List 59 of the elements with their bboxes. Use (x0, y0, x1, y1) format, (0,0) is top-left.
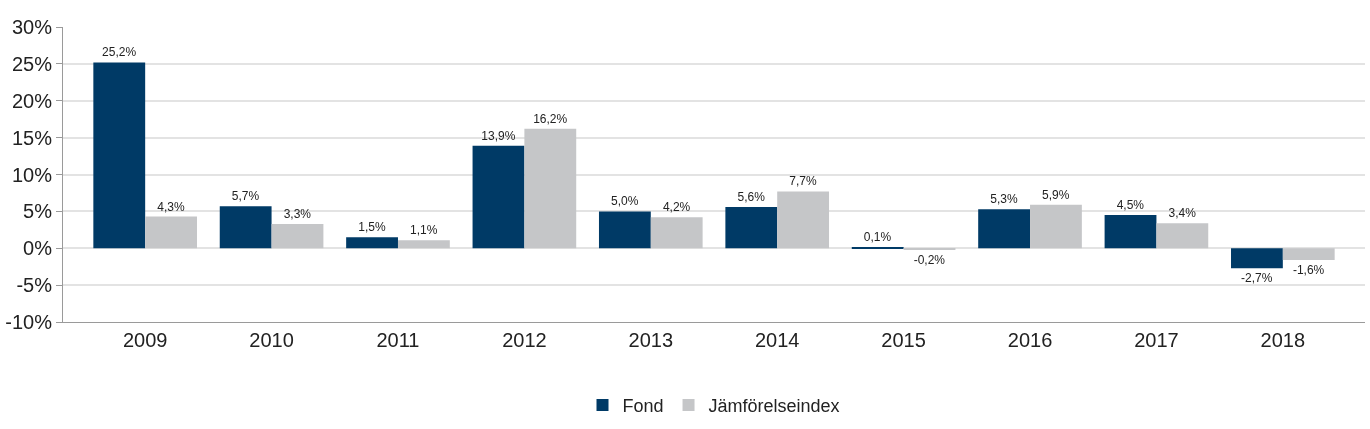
bar (725, 206, 778, 249)
bar (978, 209, 1031, 249)
bar (145, 216, 197, 249)
bar (271, 223, 324, 249)
bar (219, 206, 272, 249)
data-label: 4,3% (157, 199, 185, 214)
data-label: 0,1% (863, 230, 892, 244)
y-tick-label: 15% (11, 126, 53, 149)
y-tick-label: -5% (16, 274, 53, 297)
bar (397, 240, 450, 249)
y-tick-label: 20% (11, 89, 53, 112)
data-label: 13,9% (481, 128, 516, 143)
data-label: 5,7% (231, 189, 260, 204)
y-tick-label: 30% (11, 16, 53, 38)
data-label: 1,1% (410, 223, 438, 238)
y-tick-label: -10% (5, 311, 53, 333)
bar (1282, 248, 1335, 261)
y-tick-label: 10% (11, 163, 53, 186)
data-label: -0,2% (913, 253, 946, 267)
legend-label: Fond (622, 396, 664, 417)
data-label: 3,4% (1168, 206, 1197, 221)
data-label: 5,3% (990, 192, 1018, 207)
data-label: -1,6% (1292, 263, 1325, 278)
x-tick-label: 2009 (122, 329, 168, 351)
x-tick-label: 2011 (376, 329, 420, 351)
bar (472, 145, 525, 249)
bar (346, 237, 398, 249)
x-tick-label: 2013 (628, 329, 674, 351)
bar (1030, 204, 1082, 249)
y-tick-label: 5% (23, 200, 53, 223)
data-label: 5,0% (611, 194, 639, 209)
x-tick-label: 2016 (1007, 329, 1053, 351)
bar (93, 62, 146, 249)
data-label: 16,2% (533, 111, 568, 126)
bar (650, 217, 703, 249)
data-label: 4,2% (662, 200, 691, 215)
data-label: 3,3% (283, 206, 312, 221)
y-tick-label: 25% (11, 52, 53, 75)
x-tick-label: 2010 (249, 329, 294, 351)
legend-label: Jämförelseindex (708, 396, 840, 417)
y-tick-label: 0% (23, 237, 53, 260)
x-tick-label: 2017 (1134, 329, 1179, 351)
data-label: 5,6% (737, 189, 766, 204)
bar (598, 211, 651, 249)
x-tick-label: 2014 (754, 329, 800, 351)
x-tick-label: 2015 (881, 329, 926, 351)
bar (524, 128, 577, 249)
data-label: 1,5% (358, 220, 386, 235)
bar (1231, 248, 1283, 269)
data-label: -2,7% (1241, 271, 1273, 286)
data-label: 4,5% (1116, 198, 1145, 213)
data-label: 5,9% (1042, 187, 1070, 202)
x-tick-label: 2012 (502, 329, 547, 351)
bar (777, 191, 830, 249)
bar (1156, 223, 1209, 249)
bar (1104, 215, 1157, 249)
data-label: 25,2% (102, 45, 137, 60)
data-label: 7,7% (789, 174, 817, 189)
x-tick-label: 2018 (1260, 329, 1306, 351)
